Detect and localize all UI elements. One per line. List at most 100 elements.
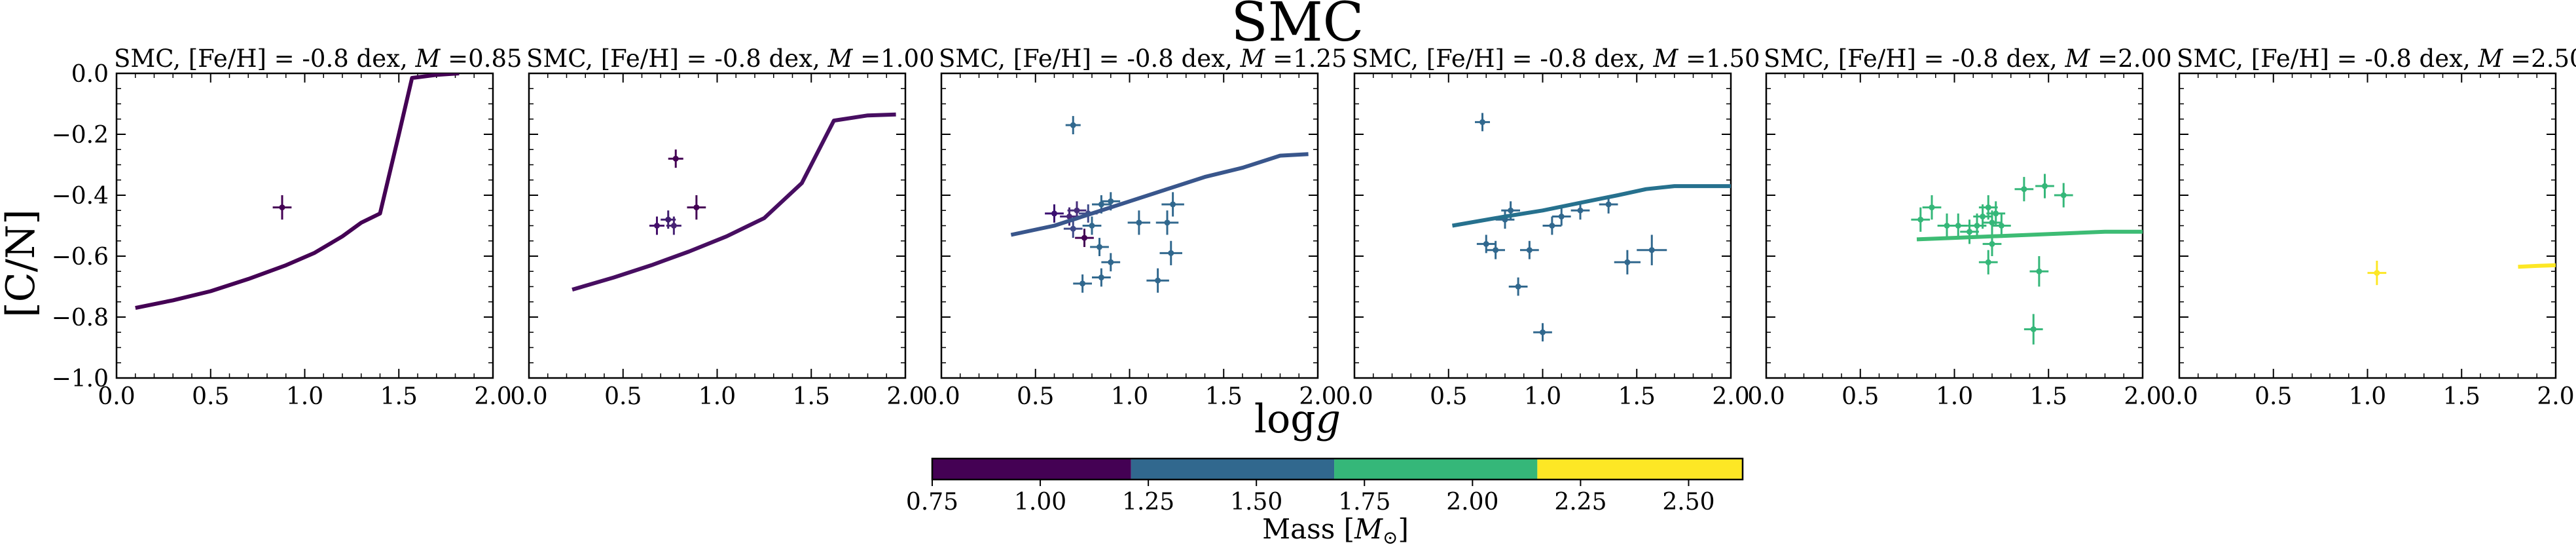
x-tick-label: 1.0 bbox=[286, 383, 323, 410]
panel-title-prefix: SMC, [Fe/H] = -0.8 dex, bbox=[114, 45, 416, 73]
star-point bbox=[1159, 240, 1182, 265]
x-tick-label: 0.5 bbox=[604, 383, 642, 410]
colorbar-tick-label: 2.00 bbox=[1446, 489, 1498, 516]
x-tick-label: 0.5 bbox=[1430, 383, 1467, 410]
star-marker bbox=[1108, 198, 1114, 204]
star-marker bbox=[2021, 186, 2027, 193]
colorbar-segment bbox=[1334, 459, 1538, 480]
panel-1: SMC, [Fe/H] = -0.8 dex, M =0.850.0 0.5 1.0… bbox=[52, 45, 522, 410]
panel-title-mass-value: =0.85 bbox=[440, 45, 522, 73]
model-track-line bbox=[135, 73, 460, 311]
model-track-line bbox=[1451, 184, 1731, 228]
colorbar-tick-label: 1.50 bbox=[1230, 489, 1282, 516]
star-point bbox=[1063, 219, 1083, 238]
star-marker bbox=[1079, 280, 1086, 287]
x-tick-label: 1.0 bbox=[1936, 383, 1973, 410]
star-point bbox=[1992, 213, 2011, 238]
panel-title-mass-symbol: M bbox=[2478, 45, 2504, 73]
colorbar-tick-label: 1.75 bbox=[1338, 489, 1390, 516]
star-point bbox=[668, 149, 683, 168]
star-marker bbox=[1089, 223, 1095, 229]
panel-title: SMC, [Fe/H] = -0.8 dex, M =2.00 bbox=[1764, 45, 2172, 73]
x-tick-label: 0.0 bbox=[98, 383, 135, 410]
star-point bbox=[2054, 183, 2073, 208]
panel-plot-area bbox=[2367, 260, 2556, 286]
star-marker bbox=[1508, 207, 1514, 214]
star-marker bbox=[1170, 201, 1176, 208]
star-marker bbox=[1917, 216, 1924, 223]
star-point bbox=[687, 195, 706, 220]
panel-4: SMC, [Fe/H] = -0.8 dex, M =1.50 0.0 0.5 1.0… bbox=[1335, 45, 1760, 410]
star-marker bbox=[1998, 223, 2005, 229]
star-marker bbox=[1980, 214, 1986, 220]
star-point bbox=[1508, 277, 1528, 296]
y-tick-label: −0.6 bbox=[52, 244, 109, 271]
star-point bbox=[1127, 210, 1151, 235]
star-marker bbox=[1985, 204, 1991, 211]
panel-title-mass-value: =2.50 bbox=[2503, 45, 2576, 73]
star-point bbox=[1911, 207, 1931, 232]
star-marker bbox=[1944, 223, 1950, 229]
x-tick-label: 0.0 bbox=[1747, 383, 1785, 410]
x-tick-label: 2.0 bbox=[474, 383, 511, 410]
star-marker bbox=[1081, 235, 1087, 241]
plot-frame bbox=[115, 72, 494, 379]
star-marker bbox=[1168, 250, 1174, 256]
star-marker bbox=[1989, 219, 1995, 226]
star-marker bbox=[1493, 247, 1499, 254]
x-tick-label: 2.0 bbox=[1712, 383, 1749, 410]
star-marker bbox=[1136, 219, 1142, 226]
x-tick-label: 0.5 bbox=[1841, 383, 1879, 410]
star-point bbox=[1960, 219, 1979, 244]
colorbar-label-sub: ⊙ bbox=[1383, 527, 1398, 547]
star-marker bbox=[1577, 207, 1584, 214]
panel-title-prefix: SMC, [Fe/H] = -0.8 dex, bbox=[939, 45, 1241, 73]
panel-title: SMC, [Fe/H] = -0.8 dex, M =1.00 bbox=[526, 45, 935, 73]
star-point bbox=[1067, 201, 1087, 220]
star-point bbox=[1146, 268, 1169, 293]
star-marker bbox=[1540, 329, 1546, 335]
star-point bbox=[1073, 274, 1092, 293]
panel-title-prefix: SMC, [Fe/H] = -0.8 dex, bbox=[2177, 45, 2478, 73]
x-tick-label: 0.0 bbox=[922, 383, 960, 410]
star-point bbox=[1982, 210, 2002, 235]
star-marker bbox=[1066, 214, 1072, 220]
star-marker bbox=[2374, 270, 2380, 276]
x-axis-label: logg bbox=[1254, 396, 1341, 442]
star-marker bbox=[1515, 284, 1521, 290]
star-point bbox=[1520, 240, 1539, 259]
star-marker bbox=[1070, 122, 1076, 128]
star-point bbox=[2014, 177, 2034, 202]
star-point bbox=[1475, 113, 1490, 132]
y-tick-label: 0.0 bbox=[71, 61, 109, 88]
plot-frame bbox=[940, 72, 1319, 379]
star-marker bbox=[1098, 201, 1104, 208]
panel-title-prefix: SMC, [Fe/H] = -0.8 dex, bbox=[1352, 45, 1654, 73]
panel-title-mass-symbol: M bbox=[2065, 45, 2091, 73]
y-tick-label: −0.8 bbox=[52, 305, 109, 331]
star-point bbox=[1486, 240, 1505, 259]
panel-title-mass-value: =1.50 bbox=[1678, 45, 1760, 73]
star-marker bbox=[1074, 207, 1080, 214]
star-marker bbox=[1155, 277, 1161, 284]
colorbar-label-prefix: Mass [ bbox=[1262, 513, 1354, 545]
model-track-line bbox=[571, 112, 896, 292]
panel-title-mass-symbol: M bbox=[1653, 45, 1679, 73]
star-point bbox=[1155, 210, 1179, 235]
x-tick-label: 1.5 bbox=[1205, 383, 1243, 410]
x-tick-label: 1.5 bbox=[2443, 383, 2480, 410]
x-tick-label: 1.5 bbox=[1618, 383, 1656, 410]
star-marker bbox=[1483, 240, 1489, 247]
star-point bbox=[1551, 207, 1571, 226]
star-marker bbox=[2036, 268, 2042, 274]
star-marker bbox=[654, 223, 660, 229]
star-marker bbox=[1164, 219, 1170, 226]
x-tick-label: 1.0 bbox=[1111, 383, 1148, 410]
star-marker bbox=[693, 204, 700, 211]
x-tick-label: 2.0 bbox=[2537, 383, 2574, 410]
star-point bbox=[1978, 250, 1998, 274]
star-point bbox=[2367, 260, 2387, 286]
panel-title-mass-symbol: M bbox=[415, 45, 441, 73]
x-tick-label: 2.0 bbox=[1299, 383, 1336, 410]
colorbar-tick-label: 1.00 bbox=[1014, 489, 1066, 516]
